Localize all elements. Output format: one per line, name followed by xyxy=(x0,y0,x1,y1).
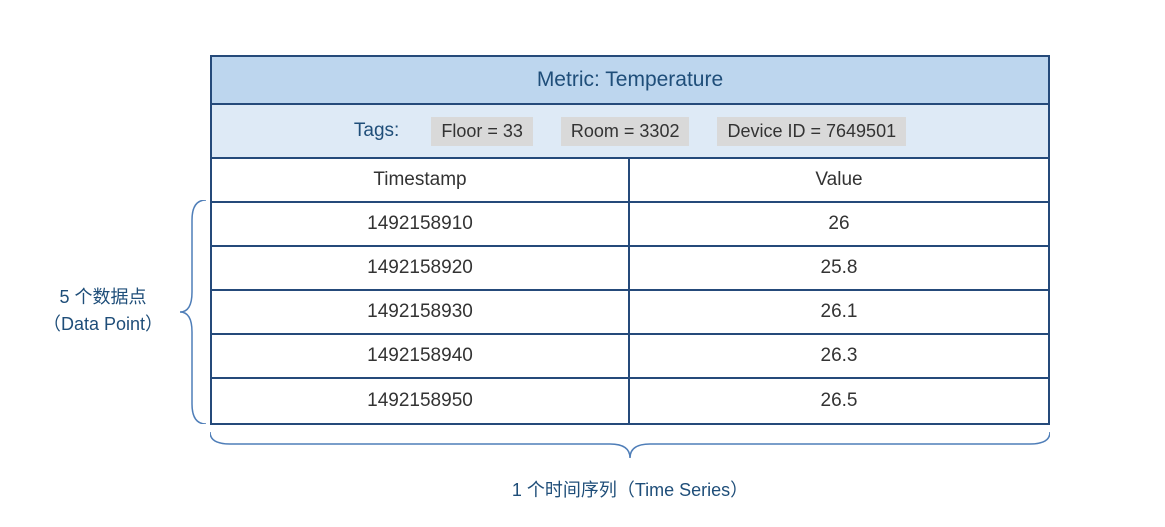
cell-timestamp: 1492158920 xyxy=(212,247,630,289)
cell-timestamp: 1492158940 xyxy=(212,335,630,377)
bottom-brace-icon xyxy=(210,430,1050,460)
table-row: 1492158930 26.1 xyxy=(212,291,1048,335)
cell-timestamp: 1492158930 xyxy=(212,291,630,333)
cell-value: 26.1 xyxy=(630,291,1048,333)
cell-timestamp: 1492158910 xyxy=(212,203,630,245)
metric-label: Metric: Temperature xyxy=(537,68,723,92)
left-annotation: 5 个数据点 （Data Point） xyxy=(28,284,178,338)
tag-floor: Floor = 33 xyxy=(431,117,533,146)
col-header-value: Value xyxy=(630,159,1048,201)
metric-row: Metric: Temperature xyxy=(212,57,1048,105)
tags-row: Tags: Floor = 33 Room = 3302 Device ID =… xyxy=(212,105,1048,159)
table-row: 1492158910 26 xyxy=(212,203,1048,247)
cell-value: 25.8 xyxy=(630,247,1048,289)
tags-label: Tags: xyxy=(354,120,399,142)
table-row: 1492158950 26.5 xyxy=(212,379,1048,423)
tag-room: Room = 3302 xyxy=(561,117,690,146)
table-row: 1492158940 26.3 xyxy=(212,335,1048,379)
table-row: 1492158920 25.8 xyxy=(212,247,1048,291)
cell-value: 26 xyxy=(630,203,1048,245)
timeseries-table: Metric: Temperature Tags: Floor = 33 Roo… xyxy=(210,55,1050,425)
left-annotation-line2: （Data Point） xyxy=(28,311,178,338)
bottom-annotation: 1 个时间序列（Time Series） xyxy=(210,476,1050,502)
cell-timestamp: 1492158950 xyxy=(212,379,630,423)
left-brace-icon xyxy=(178,200,208,424)
col-header-timestamp: Timestamp xyxy=(212,159,630,201)
cell-value: 26.3 xyxy=(630,335,1048,377)
column-header-row: Timestamp Value xyxy=(212,159,1048,203)
cell-value: 26.5 xyxy=(630,379,1048,423)
left-annotation-line1: 5 个数据点 xyxy=(28,284,178,311)
tag-device-id: Device ID = 7649501 xyxy=(717,117,906,146)
